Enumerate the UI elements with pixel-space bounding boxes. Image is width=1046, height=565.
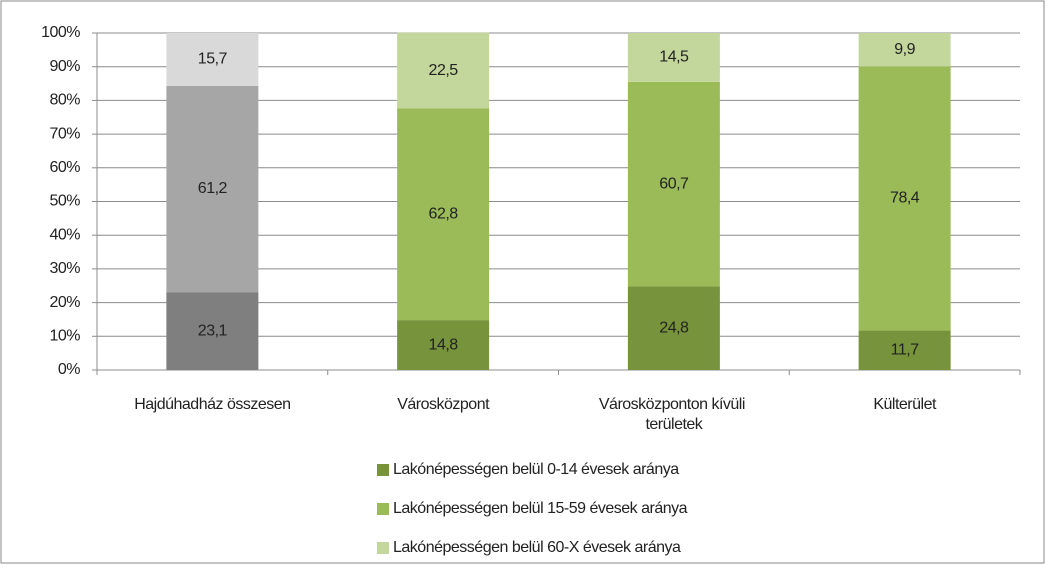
bar-segment bbox=[627, 286, 720, 370]
y-tick-label: 50% bbox=[49, 193, 80, 210]
y-tick-label: 80% bbox=[49, 92, 80, 109]
y-tick-label: 40% bbox=[49, 226, 80, 243]
data-label: 78,4 bbox=[890, 190, 920, 207]
legend-swatch bbox=[377, 503, 389, 515]
legend-swatch bbox=[377, 542, 389, 554]
bar-segment bbox=[627, 33, 720, 82]
y-tick-label: 90% bbox=[49, 58, 80, 75]
y-tick-label: 20% bbox=[49, 294, 80, 311]
data-label: 23,1 bbox=[198, 322, 228, 339]
bar-segment bbox=[166, 33, 259, 86]
x-tick-label: Külterület bbox=[873, 396, 937, 413]
data-label: 14,5 bbox=[659, 49, 689, 66]
data-label: 24,8 bbox=[659, 319, 689, 336]
y-tick-label: 60% bbox=[49, 159, 80, 176]
bar-segment bbox=[166, 292, 259, 370]
data-label: 62,8 bbox=[429, 206, 459, 223]
bar-segment bbox=[858, 330, 951, 370]
x-tick-label: Hajdúhadház összesen bbox=[134, 396, 290, 413]
bar-segment bbox=[397, 108, 490, 321]
data-label: 15,7 bbox=[198, 51, 228, 68]
data-label: 60,7 bbox=[659, 175, 689, 192]
data-label: 11,7 bbox=[891, 342, 920, 359]
y-tick-label: 30% bbox=[49, 260, 80, 277]
legend-label: Lakónépességen belül 60-X évesek aránya bbox=[393, 539, 681, 556]
bar-segment bbox=[627, 81, 720, 287]
y-tick-label: 100% bbox=[41, 24, 80, 41]
legend-label: Lakónépességen belül 0-14 évesek aránya bbox=[393, 461, 679, 478]
legend-label: Lakónépességen belül 15-59 évesek aránya bbox=[393, 500, 688, 517]
y-tick-label: 0% bbox=[58, 361, 80, 378]
x-tick-label: Városközponton kívüli területek bbox=[599, 396, 749, 433]
bar-segment bbox=[397, 32, 490, 109]
x-tick-label: Városközpont bbox=[397, 396, 490, 413]
bar-segment bbox=[166, 85, 259, 293]
bar-segment bbox=[858, 33, 951, 67]
data-label: 14,8 bbox=[429, 336, 459, 353]
y-tick-label: 10% bbox=[49, 328, 80, 345]
data-label: 9,9 bbox=[894, 41, 915, 58]
data-label: 22,5 bbox=[429, 62, 459, 79]
legend-swatch bbox=[377, 464, 389, 476]
bar-segment bbox=[397, 320, 490, 370]
y-tick-label: 70% bbox=[49, 125, 80, 142]
data-label: 61,2 bbox=[198, 180, 228, 197]
bar-segment bbox=[858, 66, 951, 331]
